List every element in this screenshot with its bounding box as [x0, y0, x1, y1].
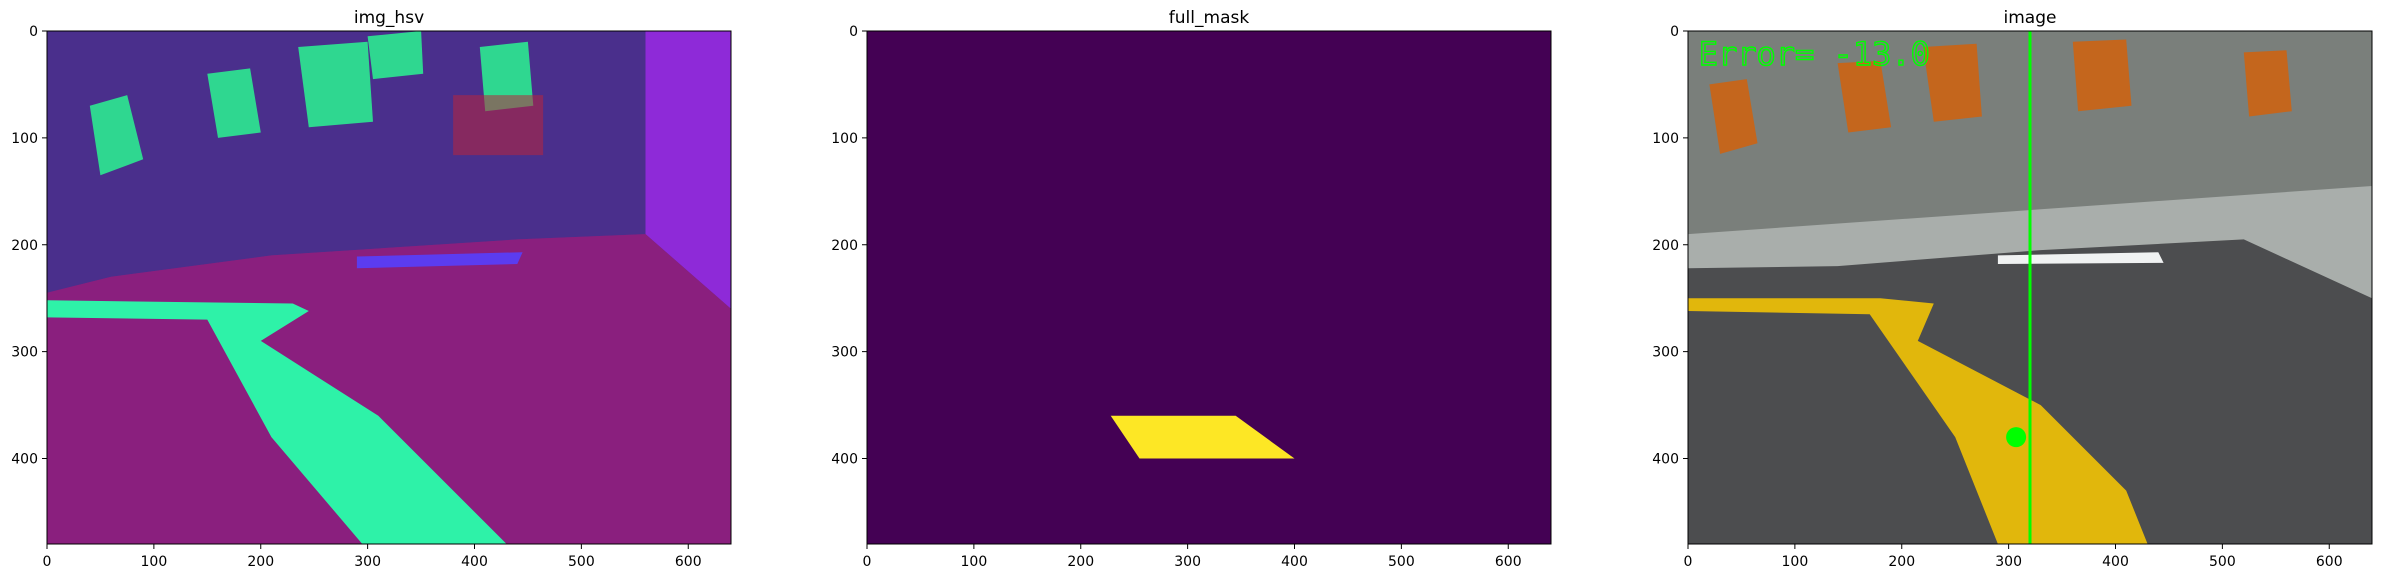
panel-image: image Error= -13.0 0 100 200 300 400 500 600 0…	[1652, 8, 2373, 570]
x-tick-label: 0	[863, 554, 872, 570]
x-tick-label: 0	[1684, 554, 1693, 570]
error-readout: Error= -13.0	[1699, 35, 1930, 73]
x-tick-label: 100	[1782, 554, 1809, 570]
hsv-chair	[367, 31, 424, 80]
x-tick-label: 600	[675, 554, 702, 570]
x-tick-label: 500	[568, 554, 595, 570]
y-tick-label: 100	[831, 131, 858, 147]
x-tick-label: 400	[2102, 554, 2129, 570]
x-tick-label: 100	[961, 554, 988, 570]
x-tick-label: 200	[1067, 554, 1094, 570]
mask-image	[867, 31, 1551, 544]
y-tick-label: 100	[1652, 131, 1679, 147]
x-tick-label: 300	[1174, 554, 1201, 570]
y-tick-label: 400	[1652, 452, 1679, 468]
y-tick-label: 400	[831, 452, 858, 468]
y-tick-label: 200	[831, 238, 858, 254]
camera-image: Error= -13.0	[1688, 31, 2372, 544]
centroid-marker	[2006, 427, 2027, 448]
mask-region	[1110, 415, 1295, 459]
hsv-image	[47, 31, 731, 544]
hsv-wall-right	[645, 31, 731, 309]
hsv-tape	[47, 300, 507, 544]
x-tick-label: 500	[2209, 554, 2236, 570]
hsv-chair	[298, 41, 373, 128]
panel-full-mask: full_mask 0 100 200 300 400 500 600 0 100 200 300…	[831, 8, 1552, 570]
x-tick-label: 300	[354, 554, 381, 570]
mask-background	[867, 31, 1551, 544]
img-chair	[2243, 50, 2292, 117]
y-tick-label: 200	[1652, 238, 1679, 254]
y-tick-label: 200	[11, 238, 38, 254]
y-axis-img-hsv: 0 100 200 300 400	[11, 24, 47, 468]
x-tick-label: 600	[1495, 554, 1522, 570]
panel-title-img-hsv: img_hsv	[354, 8, 424, 28]
y-tick-label: 400	[11, 452, 38, 468]
img-chair	[2072, 39, 2132, 112]
x-axis-img-hsv: 0 100 200 300 400 500 600	[43, 544, 702, 570]
hsv-wall-noise	[453, 95, 544, 156]
panel-title-image: image	[2004, 8, 2057, 28]
y-tick-label: 300	[831, 345, 858, 361]
y-tick-label: 0	[29, 24, 38, 40]
y-tick-label: 0	[1670, 24, 1679, 40]
x-axis-full-mask: 0 100 200 300 400 500 600	[863, 544, 1522, 570]
y-tick-label: 100	[11, 131, 38, 147]
x-tick-label: 200	[247, 554, 274, 570]
hsv-marker	[356, 252, 523, 269]
y-axis-image: 0 100 200 300 400	[1652, 24, 1688, 468]
y-tick-label: 300	[1652, 345, 1679, 361]
panel-title-full-mask: full_mask	[1169, 8, 1250, 28]
y-tick-label: 300	[11, 345, 38, 361]
axes-frame-img-hsv	[46, 30, 732, 545]
img-chairs	[1709, 39, 2292, 154]
y-axis-full-mask: 0 100 200 300 400	[831, 24, 867, 468]
axes-frame-full-mask	[866, 30, 1552, 545]
img-marker	[1997, 252, 2164, 264]
panel-img-hsv: img_hsv 0 100 200 300 400 500 600 0 100 200 300 40…	[11, 8, 732, 570]
y-tick-label: 0	[849, 24, 858, 40]
x-tick-label: 500	[1388, 554, 1415, 570]
hsv-chair	[207, 68, 261, 138]
img-chair	[1709, 79, 1758, 154]
x-tick-label: 300	[1995, 554, 2022, 570]
x-axis-image: 0 100 200 300 400 500 600	[1684, 544, 2343, 570]
x-tick-label: 200	[1888, 554, 1915, 570]
x-tick-label: 600	[2316, 554, 2343, 570]
hsv-chair	[89, 95, 144, 176]
axes-frame-image	[1687, 30, 2373, 545]
hsv-chair	[479, 41, 534, 112]
x-tick-label: 100	[141, 554, 168, 570]
img-chair	[1923, 43, 1982, 122]
img-tape	[1688, 298, 2148, 544]
x-tick-label: 400	[1281, 554, 1308, 570]
img-chair	[1837, 60, 1892, 133]
x-tick-label: 0	[43, 554, 52, 570]
hsv-chairs	[89, 31, 544, 176]
x-tick-label: 400	[461, 554, 488, 570]
